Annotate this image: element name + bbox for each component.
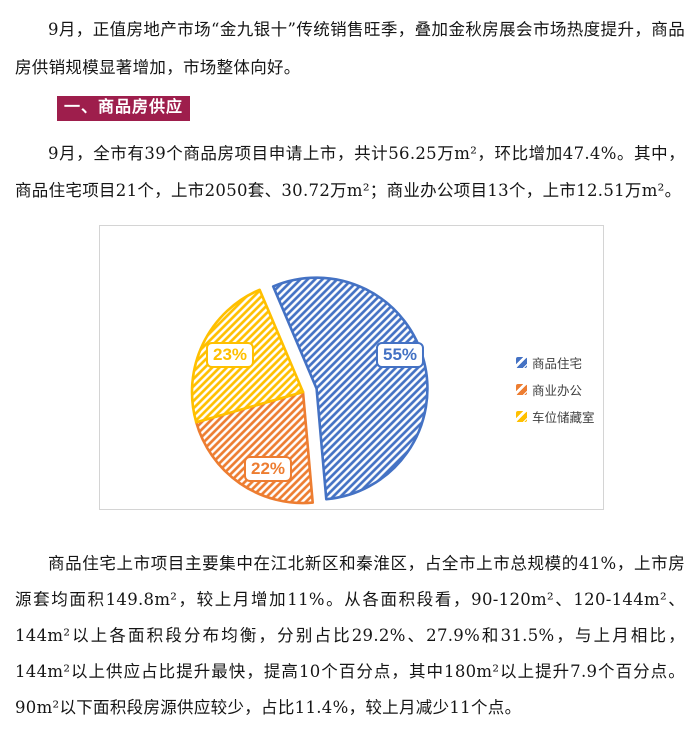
pie-chart-panel: 55% 22% 23% 商品住宅商业办公车位储藏室 bbox=[99, 225, 604, 510]
legend-item: 商业办公 bbox=[516, 380, 595, 399]
legend-label: 车位储藏室 bbox=[532, 411, 595, 425]
intro-paragraph: 9月，正值房地产市场“金九银十”传统销售旺季，叠加金秋房展会市场热度提升，商品房… bbox=[15, 20, 685, 77]
legend-hatched-square-icon bbox=[516, 357, 527, 368]
legend-item: 商品住宅 bbox=[516, 353, 595, 372]
pie-slice-0 bbox=[271, 276, 429, 501]
legend-label: 商业办公 bbox=[532, 384, 583, 398]
chart-legend: 商品住宅商业办公车位储藏室 bbox=[516, 353, 595, 426]
legend-label: 商品住宅 bbox=[532, 357, 583, 371]
legend-hatched-square-icon bbox=[516, 384, 527, 395]
section-heading-banner: 一、商品房供应 bbox=[57, 96, 191, 121]
pie-chart-canvas bbox=[190, 276, 429, 505]
analysis-paragraph: 商品住宅上市项目主要集中在江北新区和秦淮区，占全市上市总规模的41%，上市房源套… bbox=[15, 554, 685, 717]
legend-item: 车位储藏室 bbox=[516, 407, 595, 426]
pie-data-label: 23% bbox=[205, 342, 255, 368]
section-heading-text: 一、商品房供应 bbox=[64, 99, 184, 116]
supply-paragraph: 9月，全市有39个商品房项目申请上市，共计56.25万m²，环比增加47.4%。… bbox=[15, 144, 685, 200]
report-page: { "page": { "paragraph1": "9月，正值房地产市场“金九… bbox=[0, 11, 700, 735]
legend-hatched-square-icon bbox=[516, 411, 527, 422]
pie-data-label: 22% bbox=[243, 456, 293, 482]
pie-data-label: 55% bbox=[375, 342, 425, 368]
